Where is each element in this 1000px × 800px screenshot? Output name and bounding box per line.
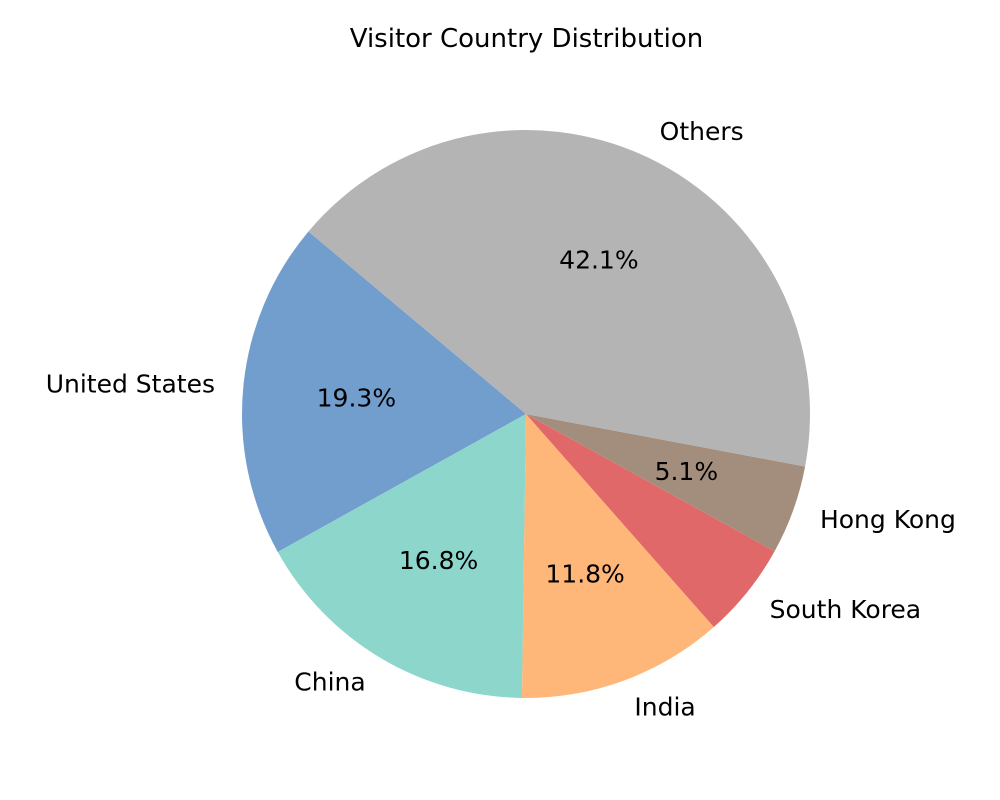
slice-india: [521, 414, 714, 698]
slice-label-hong-kong: Hong Kong: [820, 505, 956, 534]
slice-label-united-states: United States: [46, 370, 215, 399]
slice-label-others: Others: [660, 117, 744, 146]
slice-china: [277, 414, 526, 698]
slice-pct-united-states: 19.3%: [317, 383, 396, 412]
slice-pct-others: 42.1%: [559, 245, 638, 274]
slice-label-south-korea: South Korea: [770, 595, 921, 624]
chart-title: Visitor Country Distribution: [349, 24, 704, 54]
pie-slices: [242, 129, 811, 698]
slice-south-korea: [526, 414, 775, 627]
slice-label-china: China: [294, 668, 365, 697]
slice-others: [308, 129, 811, 467]
slice-hong-kong: [526, 414, 806, 552]
slice-pct-hong-kong: 5.1%: [655, 457, 719, 486]
slice-pct-china: 16.8%: [399, 546, 478, 575]
slice-pct-india: 11.8%: [545, 559, 624, 588]
slice-united-states: [242, 231, 526, 552]
pie-labels: United States 19.3% China 16.8% India 11.8% So…: [46, 117, 956, 721]
slice-label-india: India: [634, 692, 695, 721]
